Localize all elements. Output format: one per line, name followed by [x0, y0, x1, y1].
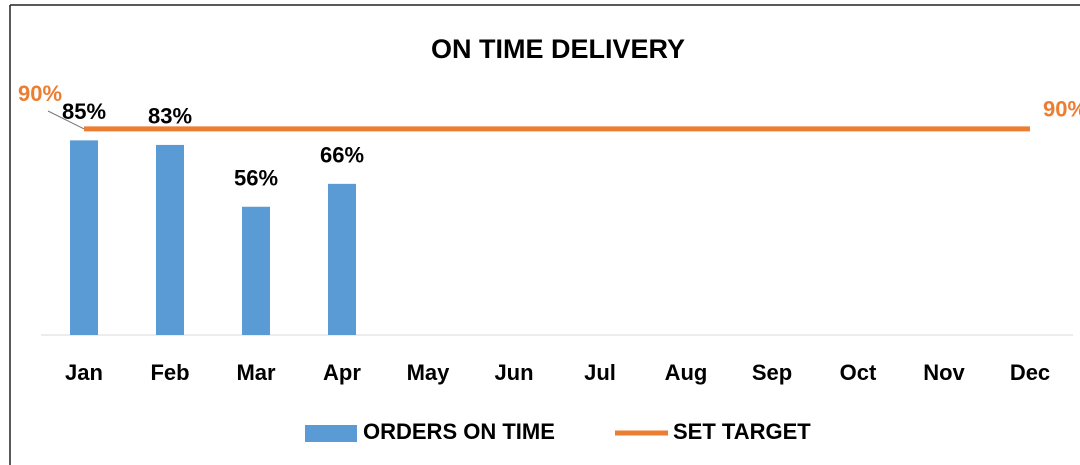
- x-tick-label: Nov: [923, 360, 965, 385]
- data-label: 66%: [320, 143, 364, 168]
- data-label: 85%: [62, 99, 106, 124]
- x-tick-label: Feb: [150, 360, 189, 385]
- bar: [70, 140, 98, 335]
- legend-swatch: [305, 425, 357, 442]
- x-tick-label: Oct: [840, 360, 877, 385]
- data-label: 83%: [148, 104, 192, 129]
- x-tick-label: Jan: [65, 360, 103, 385]
- x-tick-label: Apr: [323, 360, 361, 385]
- x-tick-label: Sep: [752, 360, 792, 385]
- x-tick-label: Mar: [236, 360, 276, 385]
- bar: [242, 206, 270, 335]
- legend-label: SET TARGET: [673, 419, 811, 444]
- x-tick-label: Dec: [1010, 360, 1050, 385]
- data-label: 90%: [1043, 97, 1080, 122]
- x-tick-label: Jul: [584, 360, 616, 385]
- x-tick-label: May: [407, 360, 451, 385]
- bar: [156, 144, 184, 335]
- x-tick-label: Jun: [494, 360, 533, 385]
- legend-label: ORDERS ON TIME: [363, 419, 555, 444]
- data-label: 56%: [234, 166, 278, 191]
- chart-title: ON TIME DELIVERY: [431, 34, 685, 64]
- label-leader: [47, 110, 85, 130]
- bar: [328, 183, 356, 335]
- x-tick-label: Aug: [665, 360, 708, 385]
- data-label: 90%: [18, 81, 62, 106]
